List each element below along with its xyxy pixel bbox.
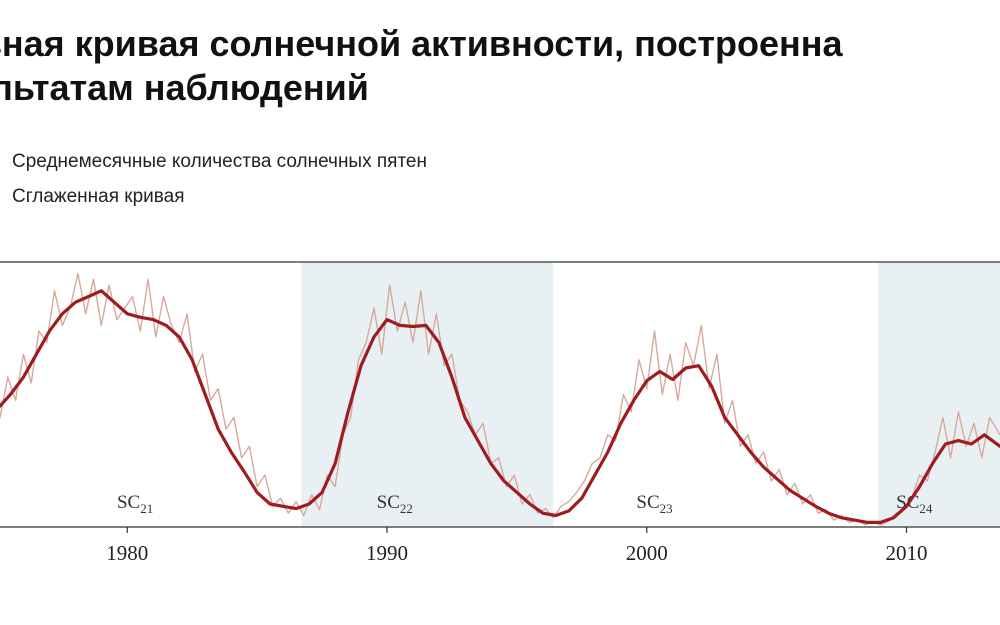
- chart-title-line-2: льтатам наблюдений: [0, 67, 369, 108]
- x-tick-label-1990: 1990: [366, 541, 408, 565]
- legend-item-monthly-mean: Среднемесячные количества солнечных пяте…: [12, 151, 427, 172]
- axes: 1980 1990 2000 2010: [0, 261, 1000, 565]
- cycle-band-1: [301, 262, 554, 527]
- series-line-smoothed: [0, 289, 1000, 524]
- x-tick-label-1980: 1980: [106, 541, 148, 565]
- cycle-bands: [301, 262, 1000, 527]
- sunspot-line-chart: SC21 SC22 SC23 SC24 1980 1990 2000 2010: [0, 261, 1000, 565]
- cycle-label-23: SC23: [636, 492, 672, 516]
- x-tick-label-2000: 2000: [626, 541, 668, 565]
- x-tick-label-2010: 2010: [885, 541, 927, 565]
- legend-item-smoothed-curve: Сглаженная кривая: [12, 186, 185, 207]
- series-layer: [0, 272, 1000, 526]
- chart-title-line-1: зная кривая солнечной активности, постро…: [0, 23, 843, 64]
- chart-title: зная кривая солнечной активности, постро…: [0, 22, 1000, 110]
- cycle-label-21: SC21: [117, 492, 153, 516]
- series-line-monthly: [0, 272, 1000, 526]
- cycle-label-22: SC22: [377, 492, 413, 516]
- cycle-band-2: [877, 262, 1000, 527]
